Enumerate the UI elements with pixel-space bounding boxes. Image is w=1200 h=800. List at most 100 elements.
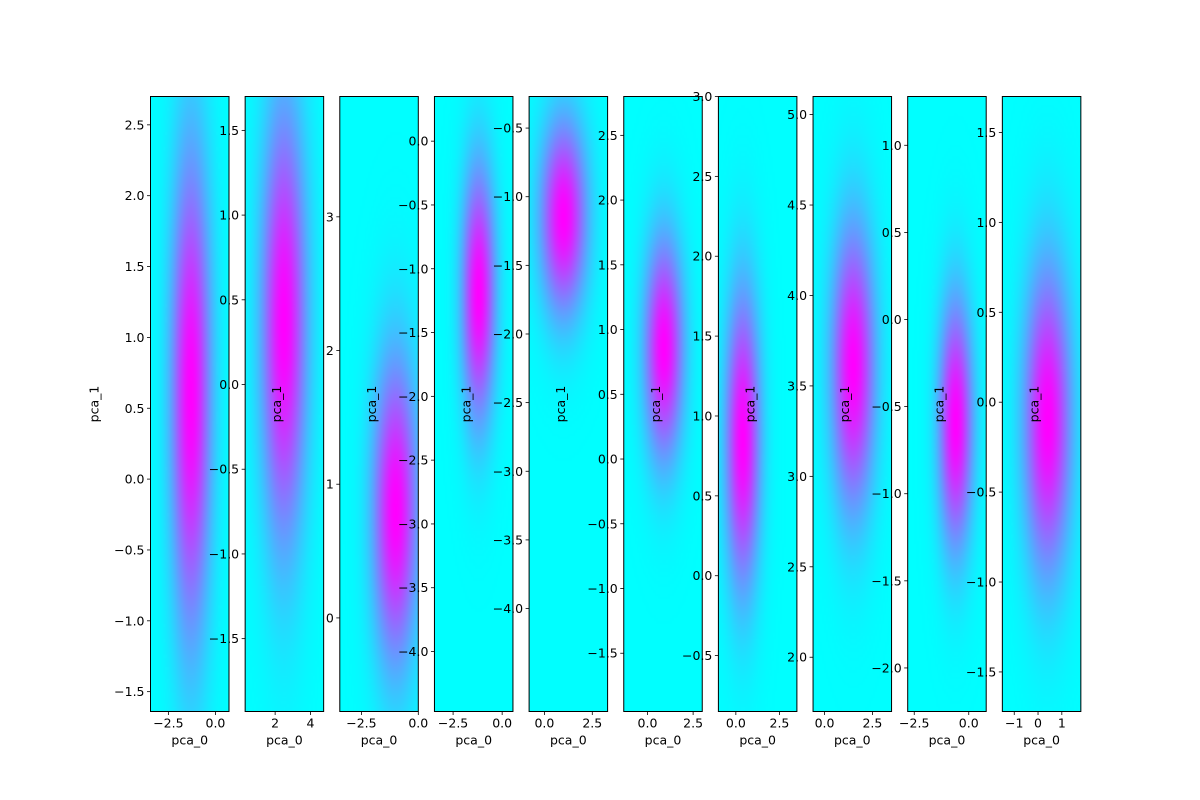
plot-frame	[1001, 96, 1082, 712]
y-tick-label: 1.0	[976, 215, 996, 230]
heatmap-image	[529, 96, 608, 712]
subplot-10: −1 0 1 −1.5 −1.0 −0.5 0.0 0.5 1.0 1.5 pca_0 pca_1	[966, 96, 1082, 748]
y-tick-label: −3.0	[493, 464, 523, 479]
heatmap-image	[434, 96, 513, 712]
subplot-6: 0.0 2.5−1.5−1.0−0.50.00.51.01.52.02.5pca_…	[587, 96, 703, 748]
subplot-7: 0.0 2.5 −0.5 0.0 0.5 1.0 1.5 2.0 2.5 3.0 pca_0 pca_…	[682, 89, 798, 748]
x-tick-label: 0.0	[206, 716, 226, 731]
y-tick-label: 2.0	[787, 650, 807, 665]
y-tick-label: −1.0	[209, 546, 239, 561]
y-tick-label: 4.5	[787, 198, 807, 213]
plot-frame	[717, 96, 798, 712]
y-tick-label: 0.5	[976, 305, 996, 320]
y-tick-label: 0.0	[598, 452, 618, 467]
y-tick-label: 0.0	[882, 312, 902, 327]
y-tick-label: −2.0	[871, 660, 901, 675]
x-tick-label: 2.5	[862, 716, 882, 731]
x-tick-label: 2	[271, 716, 279, 731]
y-tick-label: 1.5	[598, 257, 618, 272]
y-tick-label: 1.0	[125, 330, 145, 345]
y-tick-label: 3.0	[787, 469, 807, 484]
y-tick-label: 0.5	[598, 387, 618, 402]
y-tick-label: 1.5	[693, 329, 713, 344]
y-axis-label: pca_1	[742, 386, 757, 423]
plot-frame	[812, 96, 893, 712]
y-tick-label: −1.5	[966, 664, 996, 679]
y-tick-label: 1.0	[693, 408, 713, 423]
heatmap-image	[623, 96, 703, 712]
plot-frame	[339, 96, 419, 712]
y-tick-label: −2.5	[398, 453, 428, 468]
y-tick-label: −0.5	[682, 648, 712, 663]
plot-frame	[244, 96, 325, 712]
heatmap-image	[718, 96, 797, 712]
subplot-9: −2.5 0.0 −2.0 −1.5 −1.0 −0.5 0.0 0.5 1.0 pca_0 pca…	[871, 96, 987, 748]
y-tick-label: −1.5	[871, 573, 901, 588]
x-tick-label: 2.5	[770, 716, 790, 731]
y-tick-label: 1.5	[219, 123, 239, 138]
plot-frame	[528, 96, 609, 712]
y-tick-label: −1.0	[587, 581, 617, 596]
y-tick-label: 1.0	[219, 208, 239, 223]
y-tick-label: −0.5	[587, 516, 617, 531]
plot-frame	[433, 96, 514, 712]
y-tick-label: 0.0	[219, 377, 239, 392]
heatmap-image	[813, 96, 892, 712]
heatmap-image	[339, 96, 419, 712]
subplot-5: 0.0 2.5 −4.0 −3.5 −3.0 −2.5 −2.0 −1.5 −1.0 −0.5 pc…	[493, 96, 609, 748]
y-tick-label: −4.0	[398, 644, 428, 659]
y-tick-label: −0.5	[871, 399, 901, 414]
y-axis-label: pca_1	[269, 386, 284, 423]
y-tick-label: 0	[326, 610, 334, 625]
y-tick-label: −1.5	[493, 258, 523, 273]
x-axis-label: pca_0	[361, 733, 398, 748]
y-tick-label: 0.0	[125, 472, 145, 487]
y-tick-label: −4.0	[493, 601, 523, 616]
subplot-2: 2 4 −1.5 −1.0 −0.5 0.0 0.5 1.0 1.5 pca_0 pca_1	[209, 96, 325, 748]
y-tick-label: 4.0	[787, 288, 807, 303]
y-tick-label: −3.5	[398, 580, 428, 595]
subplot-4: −2.5 0.0 −4.0 −3.5 −3.0 −2.5 −2.0 −1.5 −1.0 −0.5 0…	[398, 96, 514, 748]
x-tick-label: 0.0	[815, 716, 835, 731]
y-tick-label: −3.0	[398, 516, 428, 531]
x-tick-label: 1	[1058, 716, 1066, 731]
y-tick-label: 2.5	[125, 117, 145, 132]
x-axis-label: pca_0	[550, 733, 587, 748]
y-axis-label: pca_1	[458, 386, 473, 423]
x-tick-label: 0.0	[534, 716, 554, 731]
y-tick-label: −0.5	[966, 485, 996, 500]
y-tick-label: 5.0	[787, 107, 807, 122]
x-tick-label: 0.0	[959, 716, 979, 731]
y-tick-label: −0.5	[209, 462, 239, 477]
y-tick-label: 1	[326, 477, 334, 492]
x-tick-label: 0.0	[408, 716, 428, 731]
y-tick-label: 0.0	[409, 134, 429, 149]
y-axis-label: pca_1	[837, 386, 852, 423]
plot-frame	[623, 96, 703, 712]
x-axis-label: pca_0	[645, 733, 682, 748]
x-tick-label: −2.5	[153, 716, 183, 731]
x-axis-label: pca_0	[739, 733, 776, 748]
x-tick-label: −2.5	[346, 716, 376, 731]
y-tick-label: 0.5	[125, 401, 145, 416]
x-tick-label: −2.5	[899, 716, 929, 731]
x-axis-label: pca_0	[455, 733, 492, 748]
y-axis-label: pca_1	[932, 386, 947, 423]
y-tick-label: −3.5	[493, 532, 523, 547]
x-tick-label: −2.5	[438, 716, 468, 731]
y-tick-label: 1.0	[882, 138, 902, 153]
y-tick-label: 3	[326, 209, 334, 224]
x-tick-label: 0.0	[492, 716, 512, 731]
y-tick-label: −2.0	[493, 326, 523, 341]
y-tick-label: 2.5	[598, 128, 618, 143]
subplot-1: −2.5 0.0 −1.5 −1.0 −0.5 0.0 0.5 1.0 1.5 2.0 2.5 pca…	[87, 96, 230, 748]
y-tick-label: 0.0	[693, 568, 713, 583]
y-tick-label: −1.0	[966, 575, 996, 590]
y-tick-label: −2.5	[493, 395, 523, 410]
x-axis-label: pca_0	[266, 733, 303, 748]
y-tick-label: 3.0	[693, 89, 713, 104]
heatmap-image	[907, 96, 987, 712]
y-tick-label: 3.5	[787, 378, 807, 393]
y-tick-label: −2.0	[398, 389, 428, 404]
